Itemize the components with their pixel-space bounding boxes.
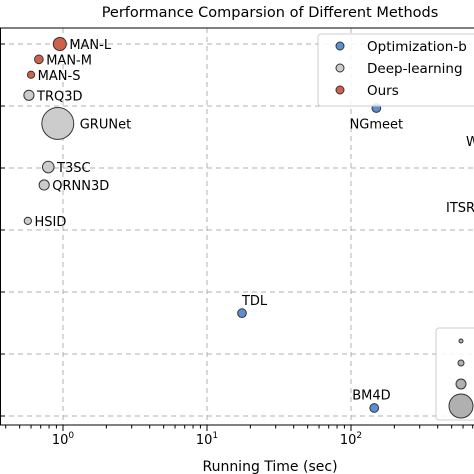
size-legend-marker	[448, 393, 474, 419]
point-label: QRNN3D	[52, 179, 109, 194]
chart-title: Performance Comparsion of Different Meth…	[102, 5, 439, 21]
x-tick-label: 100	[52, 431, 75, 448]
size-legend-marker	[457, 359, 465, 367]
legend-label: Ours	[367, 83, 399, 99]
point-label: NGmeet	[350, 117, 404, 132]
data-point	[41, 160, 55, 174]
data-point	[38, 179, 50, 191]
legend-marker	[335, 41, 345, 51]
clipped-label: ITSR	[446, 201, 474, 216]
legend: Optimization-b Deep-learning Ours	[317, 33, 474, 107]
data-point	[23, 216, 32, 225]
x-axis-label: Running Time (sec)	[202, 459, 337, 474]
clipped-labels: ITSR W	[446, 135, 474, 216]
size-legend	[435, 327, 474, 421]
plot-area	[0, 27, 474, 426]
data-point	[369, 403, 380, 413]
point-label: MAN-S	[38, 69, 81, 84]
point-label: MAN-M	[46, 53, 92, 68]
point-label: T3SC	[56, 161, 91, 176]
gridlines	[0, 28, 474, 425]
data-point	[23, 89, 35, 101]
legend-box	[317, 33, 474, 107]
legend-marker	[335, 63, 345, 73]
point-label: TRQ3D	[36, 89, 83, 104]
x-axis-ticks: 100 101 102	[5, 425, 474, 448]
data-point	[52, 36, 67, 52]
data-point	[41, 107, 75, 140]
point-label: TDL	[241, 294, 268, 309]
data-point	[237, 308, 247, 319]
size-legend-marker	[458, 338, 464, 344]
x-tick-label: 101	[196, 431, 218, 448]
data-point	[26, 70, 36, 79]
size-legend-marker	[455, 378, 467, 390]
legend-label: Deep-learning	[367, 61, 463, 77]
legend-label: Optimization-b	[367, 39, 467, 55]
legend-marker	[335, 85, 345, 95]
point-label: BM4D	[352, 389, 390, 404]
x-tick-label: 102	[340, 431, 362, 448]
point-label: GRUNet	[80, 117, 131, 132]
point-label: MAN-L	[69, 38, 112, 53]
point-label: HSID	[34, 215, 66, 230]
data-point	[34, 54, 44, 65]
clipped-label: W	[466, 135, 474, 150]
